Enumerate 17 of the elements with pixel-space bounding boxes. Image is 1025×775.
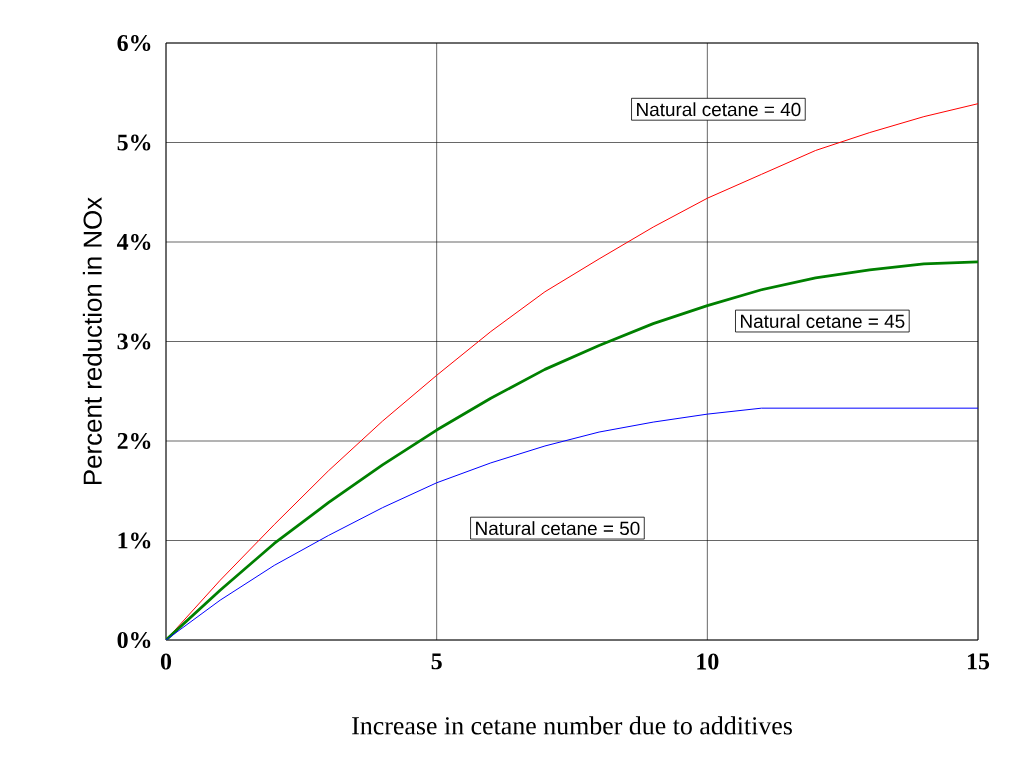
y-tick-label: 3% [117,333,151,350]
x-tick-label: 0 [160,653,172,670]
x-axis-title: Increase in cetane number due to additives [352,716,792,735]
x-tick-label: 10 [697,653,719,670]
text: Natural cetane = 50 [476,521,640,536]
line-series [166,260,979,640]
x-tick-label: 15 [967,653,990,670]
y-axis-title: Percent reduction in NOx [82,197,102,485]
y-tick-label: 1% [118,532,151,549]
y-tick-label: 6% [117,34,151,52]
x-tick-label: 5 [431,653,442,670]
series-label: Natural cetane = 45 [741,314,905,328]
y-tick-label: 0% [117,631,151,649]
y-tick-label: 5% [117,134,151,151]
series-label: Natural cetane = 40 [637,102,801,117]
y-tick-label: 4% [116,233,151,251]
y-tick-label: 2% [117,432,151,450]
